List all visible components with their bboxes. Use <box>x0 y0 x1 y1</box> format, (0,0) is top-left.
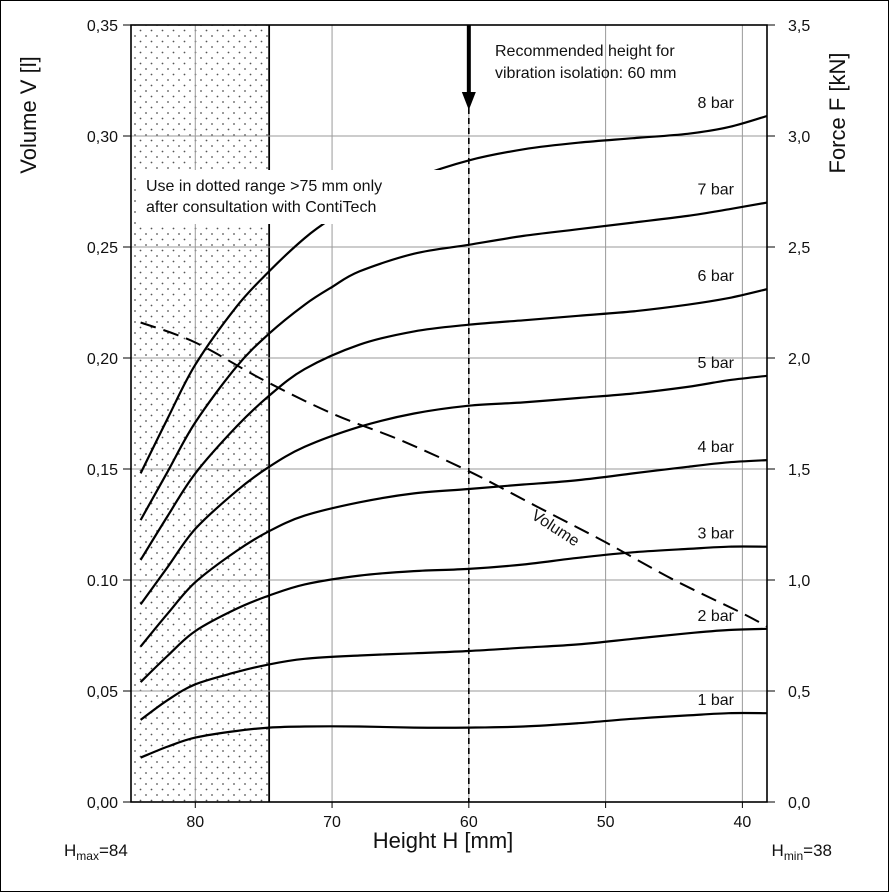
plot-border <box>130 24 768 803</box>
x-tick-label: 50 <box>597 814 615 831</box>
y-right-axis-title: Force F [kN] <box>825 52 850 173</box>
series-line-7-bar <box>139 201 768 521</box>
y-left-axis-title: Volume V [l] <box>16 56 41 173</box>
series-line-4-bar <box>139 459 768 648</box>
x-tick-label: 60 <box>460 814 478 831</box>
y-right-tick-label: 3,0 <box>788 129 810 146</box>
x-tick-label: 70 <box>323 814 341 831</box>
series-label: 3 bar <box>698 526 735 543</box>
x-axis-title: Height H [mm] <box>373 828 514 853</box>
y-right-tick-label: 1,0 <box>788 573 810 590</box>
series-line-2-bar <box>139 627 768 721</box>
hmax-label: Hmax=84 <box>64 841 128 863</box>
dotted-range-note-box <box>138 170 442 224</box>
y-right-tick-label: 2,5 <box>788 240 810 257</box>
series-label: 6 bar <box>698 268 735 285</box>
series-line-3-bar <box>139 545 768 683</box>
y-right-tick-label: 3,5 <box>788 18 810 35</box>
y-right-tick-label: 1,5 <box>788 462 810 479</box>
recommended-note-line: vibration isolation: 60 mm <box>495 65 676 82</box>
y-left-tick-label: 0,05 <box>87 684 118 701</box>
series-label: 4 bar <box>698 439 735 456</box>
y-left-tick-label: 0,25 <box>87 240 118 257</box>
axes: 0,00 0,05 0.10 0,15 0,20 0,25 0,30 0,35 0,0 0,5 1,… <box>16 18 850 863</box>
series-label: 7 bar <box>698 182 735 199</box>
y-left-tick-label: 0,30 <box>87 129 118 146</box>
annotations: Use in dotted range >75 mm only after con… <box>138 25 676 802</box>
y-right-tick-label: 0,0 <box>788 795 810 812</box>
series: 1 bar 2 bar 3 bar 4 bar 5 bar 6 bar 7 bar 8 bar… <box>139 95 768 759</box>
dotted-range-note-line: Use in dotted range >75 mm only <box>146 178 382 195</box>
y-left-tick-label: 0,00 <box>87 795 118 812</box>
recommended-arrow-head <box>461 92 476 110</box>
series-label-volume: Volume <box>528 507 582 550</box>
y-right-tick-label: 0,5 <box>788 684 810 701</box>
series-label: 1 bar <box>698 692 735 709</box>
series-line-1-bar <box>140 711 768 759</box>
x-tick-label: 80 <box>186 814 204 831</box>
y-left-tick-label: 0,35 <box>87 18 118 35</box>
series-label: 2 bar <box>698 608 735 625</box>
series-line-5-bar <box>139 374 768 606</box>
dotted-range <box>131 25 271 802</box>
hmin-label: Hmin=38 <box>772 841 832 863</box>
recommended-note-line: Recommended height for <box>495 43 675 60</box>
y-left-tick-label: 0,15 <box>87 462 118 479</box>
series-line-6-bar <box>139 288 768 561</box>
y-right-tick-label: 2,0 <box>788 351 810 368</box>
x-tick-label: 40 <box>733 814 751 831</box>
dotted-range-note-line: after consultation with ContiTech <box>146 199 376 216</box>
y-left-tick-label: 0.10 <box>87 573 118 590</box>
series-label: 8 bar <box>698 95 735 112</box>
series-label: 5 bar <box>698 355 735 372</box>
y-left-tick-label: 0,20 <box>87 351 118 368</box>
